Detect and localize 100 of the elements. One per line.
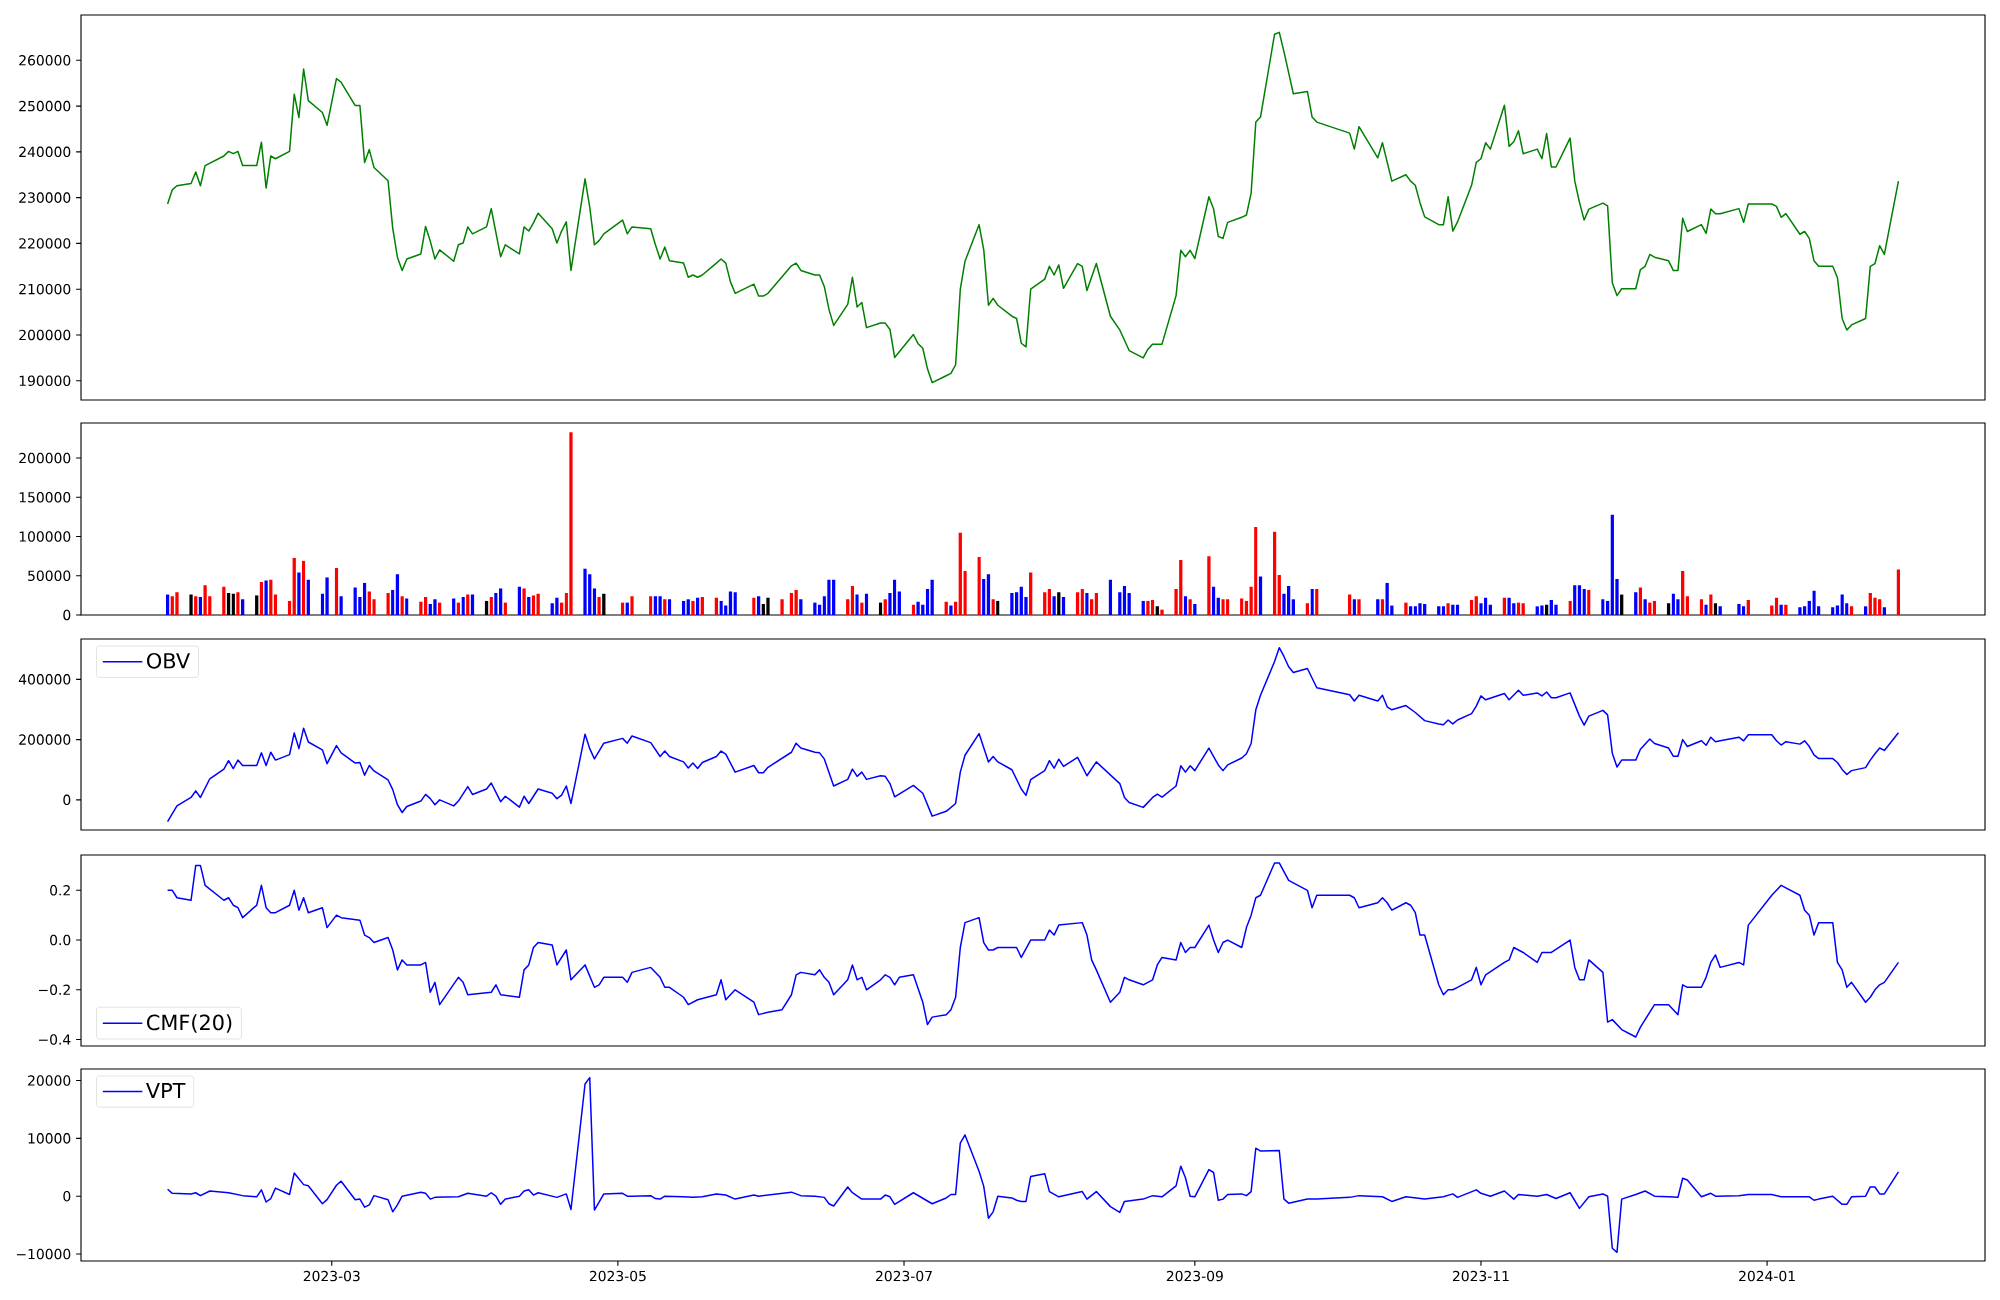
bar bbox=[925, 589, 930, 615]
bar bbox=[986, 574, 991, 615]
y-tick-label: 190000 bbox=[19, 375, 71, 387]
bar bbox=[1455, 604, 1460, 615]
bar bbox=[663, 599, 667, 615]
bar bbox=[1305, 603, 1310, 615]
bar bbox=[386, 593, 390, 615]
bar bbox=[1258, 576, 1263, 615]
bar bbox=[461, 596, 465, 615]
bar bbox=[991, 599, 995, 615]
bar bbox=[517, 586, 522, 615]
x-tick-label: 2023-09 bbox=[1166, 1270, 1223, 1282]
bar bbox=[588, 574, 592, 615]
y-tick-label: 20000 bbox=[28, 1075, 71, 1086]
bar bbox=[827, 579, 831, 615]
y-tick-label: 400000 bbox=[18, 674, 71, 685]
y-tick-label: 230000 bbox=[19, 192, 71, 203]
bar bbox=[236, 592, 240, 615]
bar bbox=[719, 600, 723, 615]
y-tick-label: 200000 bbox=[19, 329, 71, 341]
bar bbox=[494, 593, 498, 615]
bar bbox=[1207, 556, 1211, 615]
bar bbox=[1605, 600, 1610, 615]
legend-label: CMF(20) bbox=[147, 1014, 232, 1033]
bar bbox=[1094, 593, 1098, 615]
bar bbox=[733, 592, 737, 615]
bar bbox=[1385, 582, 1389, 615]
bar bbox=[1807, 600, 1811, 615]
line-series bbox=[166, 31, 1900, 384]
bar bbox=[400, 596, 404, 615]
bar bbox=[649, 596, 653, 615]
bar bbox=[846, 599, 850, 615]
bar bbox=[175, 592, 179, 615]
bar bbox=[977, 556, 981, 615]
bar bbox=[259, 582, 264, 615]
bar bbox=[1380, 599, 1385, 615]
bar bbox=[1347, 594, 1352, 615]
y-tick-label: 150000 bbox=[19, 492, 71, 503]
bar bbox=[963, 571, 967, 615]
bar bbox=[367, 591, 371, 615]
bar bbox=[1582, 589, 1586, 615]
y-tick-label: 220000 bbox=[19, 238, 71, 249]
bar bbox=[897, 591, 901, 615]
bar bbox=[850, 585, 855, 615]
bar bbox=[1873, 597, 1877, 615]
y-tick-label: 0 bbox=[63, 1190, 71, 1202]
bar bbox=[1601, 599, 1605, 615]
bar bbox=[630, 596, 634, 615]
bar bbox=[1211, 586, 1216, 615]
bar bbox=[1469, 600, 1474, 615]
bar bbox=[817, 604, 822, 615]
bar bbox=[1408, 606, 1413, 615]
bar bbox=[1802, 606, 1807, 615]
bar bbox=[1272, 531, 1277, 615]
y-tick-label: 0.2 bbox=[50, 885, 70, 896]
y-tick-label: −10000 bbox=[16, 1248, 71, 1260]
bar bbox=[522, 588, 526, 615]
bar bbox=[1423, 604, 1427, 615]
bar bbox=[1573, 585, 1577, 615]
bar bbox=[1122, 585, 1127, 615]
bar bbox=[334, 567, 339, 615]
bar bbox=[1779, 604, 1783, 615]
bar bbox=[1029, 572, 1033, 615]
bar bbox=[569, 432, 573, 615]
bar bbox=[691, 600, 695, 615]
bar bbox=[1812, 590, 1816, 615]
bar bbox=[686, 599, 690, 615]
bar bbox=[1671, 593, 1675, 615]
bar bbox=[1014, 592, 1019, 615]
bar bbox=[1681, 571, 1685, 615]
bar bbox=[667, 599, 672, 615]
bar bbox=[1061, 596, 1066, 615]
bar bbox=[794, 589, 798, 615]
bar bbox=[1587, 589, 1591, 615]
bar bbox=[1404, 602, 1408, 615]
bar bbox=[883, 599, 887, 615]
bar bbox=[1127, 593, 1131, 615]
bar bbox=[799, 599, 803, 615]
y-tick-label: 240000 bbox=[19, 146, 71, 158]
bar bbox=[297, 572, 301, 615]
bar bbox=[1441, 606, 1446, 615]
bar bbox=[700, 596, 704, 615]
bar bbox=[1704, 604, 1708, 615]
bar bbox=[1080, 589, 1084, 615]
bar bbox=[536, 593, 540, 615]
bar bbox=[466, 594, 470, 615]
bar bbox=[1840, 594, 1844, 615]
bar bbox=[391, 589, 395, 615]
bar bbox=[1896, 569, 1901, 615]
bar bbox=[1451, 604, 1455, 615]
bar bbox=[597, 596, 601, 615]
bar bbox=[1226, 599, 1230, 615]
x-tick-label: 2023-05 bbox=[589, 1270, 646, 1282]
y-tick-label: 0 bbox=[63, 794, 71, 806]
bar bbox=[198, 596, 203, 615]
bar bbox=[273, 594, 278, 615]
bar bbox=[264, 580, 268, 615]
bar bbox=[780, 599, 784, 615]
bar bbox=[301, 560, 306, 615]
y-tick-label: 10000 bbox=[28, 1133, 71, 1144]
